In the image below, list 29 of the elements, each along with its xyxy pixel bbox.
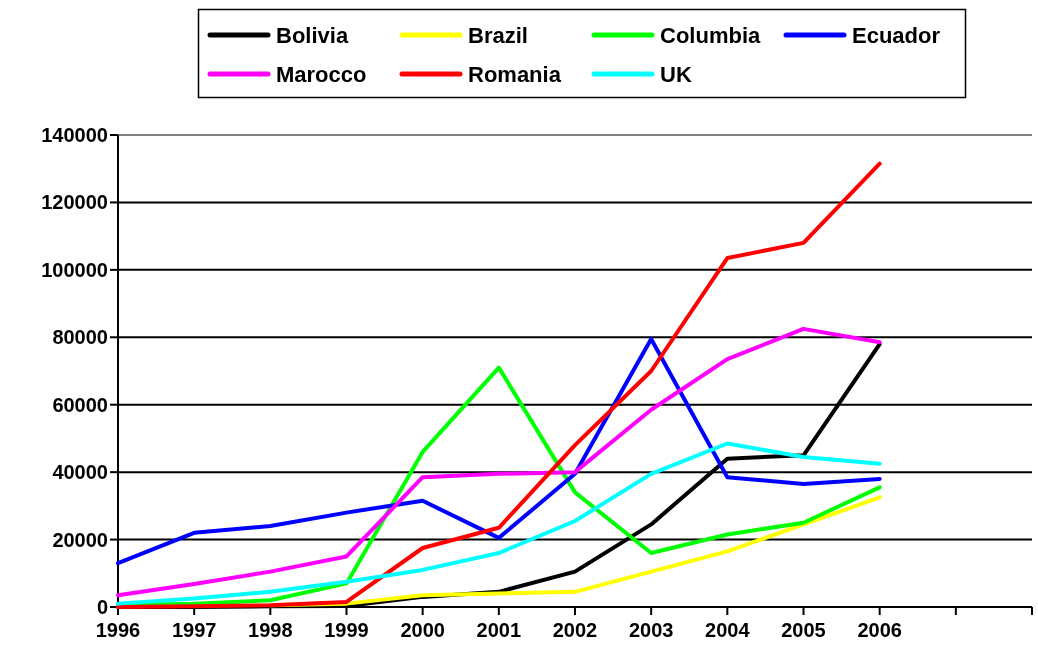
line-series [116,161,882,609]
y-tick-label: 20000 [52,528,108,551]
legend-label: Bolivia [276,23,349,48]
x-tick-label: 2004 [705,619,751,641]
x-tick-label: 1998 [248,619,293,641]
x-tick-label: 2000 [400,619,445,641]
line-series [116,441,882,606]
y-tick-label: 80000 [52,326,108,349]
x-tick-label: 1996 [95,619,141,641]
x-tick-label: 2002 [552,619,598,641]
y-tick-label: 100000 [41,258,108,281]
x-tick-label: 2006 [857,619,902,641]
x-tick-label: 2003 [628,619,674,641]
y-tick-label: 120000 [41,191,108,214]
legend-label: Ecuador [852,23,941,48]
legend-label: Romania [468,62,562,87]
x-tick-label: 1999 [324,619,369,641]
y-tick-label: 0 [96,596,108,618]
x-tick-label: 1997 [171,619,217,641]
y-tick-label: 140000 [41,124,108,146]
x-tick-label: 2005 [781,619,826,641]
line-series [116,336,882,566]
y-tick-label: 40000 [52,461,108,484]
legend-label: Brazil [468,23,528,48]
legend-label: Marocco [276,62,367,87]
legend-label: Columbia [660,23,761,48]
x-tick-label: 2001 [476,619,522,641]
legend-label: UK [660,62,692,87]
y-tick-label: 60000 [52,393,108,416]
